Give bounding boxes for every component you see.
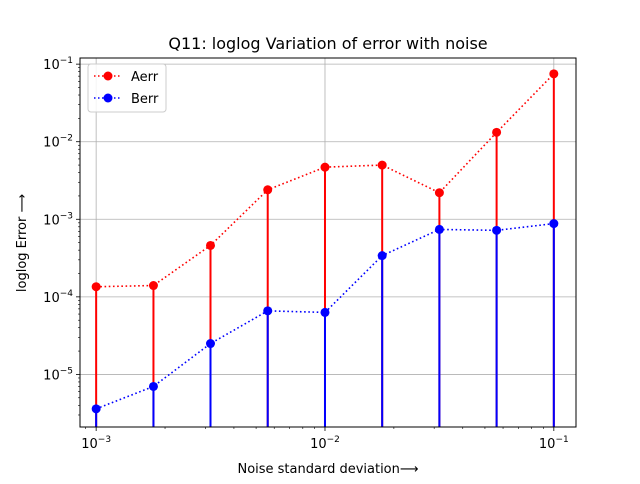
- data-point-berr: [263, 306, 273, 316]
- stem-layer: [95, 73, 555, 427]
- data-point-berr: [434, 224, 444, 234]
- data-point-aerr: [263, 185, 273, 195]
- legend: Aerr Berr: [87, 63, 167, 113]
- data-point-aerr: [492, 127, 502, 137]
- legend-marker-aerr: [103, 71, 113, 81]
- data-point-aerr: [205, 240, 215, 250]
- data-point-aerr: [549, 69, 559, 79]
- legend-label-aerr: Aerr: [131, 70, 159, 85]
- data-point-berr: [549, 219, 559, 229]
- x-axis-label: Noise standard deviation⟶: [237, 462, 418, 477]
- data-point-berr: [377, 251, 387, 261]
- chart-title: Q11: loglog Variation of error with nois…: [168, 34, 487, 53]
- data-point-berr: [148, 381, 158, 391]
- series-line-aerr: [96, 73, 555, 288]
- data-point-berr: [205, 339, 215, 349]
- data-point-aerr: [320, 162, 330, 172]
- data-point-aerr: [148, 281, 158, 291]
- tick-layer: 10−3 10−2 10−110−510−410−310−210−1: [43, 56, 569, 452]
- series-layer: [91, 69, 559, 414]
- data-point-aerr: [434, 188, 444, 198]
- data-point-berr: [91, 404, 101, 414]
- data-point-aerr: [91, 282, 101, 292]
- legend-label-berr: Berr: [131, 92, 159, 107]
- legend-marker-berr: [103, 93, 113, 103]
- data-point-aerr: [377, 160, 387, 170]
- data-point-berr: [492, 225, 502, 235]
- series-line-berr: [95, 222, 554, 410]
- y-axis-label: loglog Error ⟶: [15, 194, 30, 292]
- data-point-berr: [320, 307, 330, 317]
